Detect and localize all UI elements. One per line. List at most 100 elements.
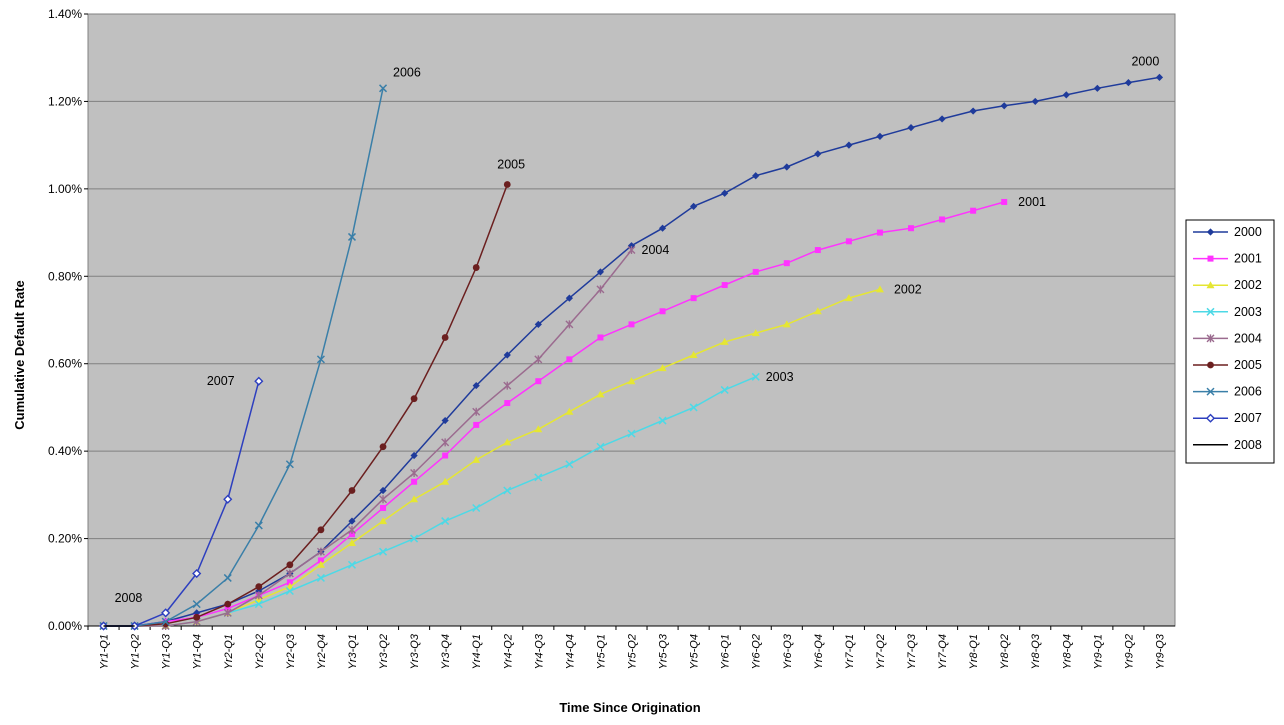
data-point	[627, 429, 636, 438]
data-point	[938, 115, 946, 123]
x-tick-label: Yr9-Q1	[1092, 634, 1104, 669]
data-point	[844, 294, 853, 302]
x-tick-label: Yr3-Q1	[347, 634, 359, 669]
data-point	[441, 416, 449, 425]
data-point	[348, 487, 356, 494]
data-point	[379, 84, 388, 93]
data-point	[1031, 97, 1039, 106]
series-2005	[100, 181, 511, 630]
data-point	[534, 320, 542, 328]
x-tick-label: Yr8-Q4	[1061, 634, 1073, 669]
x-tick-label: Yr9-Q3	[1154, 633, 1166, 669]
series-label-2001: 2001	[1018, 195, 1046, 209]
legend-label: 2003	[1234, 305, 1262, 319]
data-point	[224, 600, 232, 608]
data-point	[503, 381, 512, 390]
data-point	[783, 163, 791, 171]
legend-item-2005: 2005	[1193, 358, 1262, 372]
data-point	[597, 334, 604, 341]
x-tick-label: Yr6-Q2	[751, 634, 763, 669]
gridlines	[88, 100, 1175, 540]
data-point	[254, 591, 263, 600]
series-label-2004: 2004	[642, 243, 670, 257]
data-point	[752, 268, 759, 275]
data-point	[223, 608, 232, 617]
y-tick-label: 0.00%	[48, 619, 82, 633]
data-point	[285, 460, 294, 469]
data-point	[379, 443, 387, 451]
data-point	[970, 207, 977, 214]
data-point	[565, 320, 574, 329]
x-tick-label: Yr3-Q2	[378, 634, 390, 669]
data-point	[347, 560, 357, 569]
data-point	[503, 486, 512, 495]
data-point	[535, 378, 542, 385]
data-point	[348, 517, 356, 525]
data-point	[690, 295, 697, 302]
x-tick-label: Yr1-Q2	[130, 634, 142, 669]
data-point	[316, 573, 325, 582]
data-point	[534, 425, 543, 433]
data-point	[875, 285, 884, 293]
data-point	[1093, 84, 1101, 92]
data-point	[504, 400, 511, 407]
legend-label: 2005	[1234, 358, 1262, 372]
series-line	[103, 184, 509, 627]
legend-label: 2001	[1234, 252, 1262, 266]
legend-label: 2008	[1234, 438, 1262, 452]
legend-item-2007: 2007	[1193, 411, 1262, 425]
legend-label: 2006	[1234, 385, 1262, 399]
data-point	[534, 355, 543, 364]
x-tick-label: Yr5-Q1	[595, 634, 607, 669]
data-point	[411, 478, 418, 485]
data-point	[720, 385, 729, 394]
x-tick-label: Yr6-Q1	[720, 634, 732, 669]
data-point	[410, 495, 419, 503]
x-tick-label: Yr4-Q2	[502, 634, 514, 669]
x-tick-label: Yr3-Q3	[409, 633, 421, 669]
data-point	[1205, 413, 1216, 423]
data-point	[1062, 91, 1070, 99]
data-point	[1206, 281, 1215, 289]
x-tick-label: Yr3-Q4	[440, 634, 452, 669]
data-point	[658, 224, 667, 232]
data-point	[410, 534, 419, 543]
data-point	[751, 329, 760, 337]
y-tick-label: 0.60%	[48, 357, 82, 371]
data-point	[907, 124, 915, 132]
data-point	[379, 495, 388, 504]
data-point	[782, 320, 791, 328]
data-point	[752, 172, 760, 180]
x-tick-label: Yr2-Q2	[254, 634, 266, 669]
data-point	[565, 294, 573, 302]
y-tick-label: 0.80%	[48, 269, 82, 283]
legend-item-2000: 2000	[1193, 225, 1262, 239]
data-point	[254, 600, 263, 609]
data-point	[472, 264, 480, 271]
data-point	[285, 582, 294, 590]
x-tick-label: Yr5-Q3	[658, 633, 670, 669]
legend-item-2001: 2001	[1193, 252, 1262, 266]
data-point	[845, 238, 852, 245]
data-point	[161, 617, 170, 626]
data-point	[939, 216, 946, 223]
data-point	[814, 247, 821, 254]
data-point	[410, 469, 419, 477]
data-point	[1206, 334, 1215, 343]
series-line	[103, 249, 633, 627]
data-point	[689, 350, 698, 358]
legend-label: 2002	[1234, 278, 1262, 292]
data-point	[223, 494, 233, 504]
data-point	[751, 372, 760, 381]
data-point	[845, 141, 853, 149]
series-2000	[99, 73, 1164, 630]
data-point	[1206, 228, 1215, 236]
data-point	[161, 608, 171, 618]
y-tick-label: 1.00%	[48, 182, 82, 196]
data-point	[379, 517, 388, 525]
data-point	[254, 376, 264, 386]
data-point	[410, 451, 418, 460]
data-point	[286, 561, 294, 569]
data-point	[347, 525, 356, 534]
